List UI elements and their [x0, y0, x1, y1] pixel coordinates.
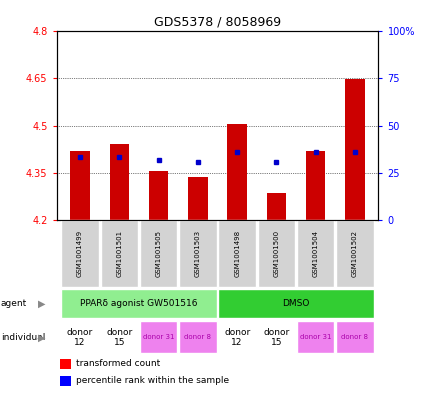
Bar	[218, 289, 373, 318]
Bar	[335, 321, 373, 353]
Text: donor 31: donor 31	[299, 334, 331, 340]
Text: agent: agent	[1, 299, 27, 308]
Bar	[61, 289, 216, 318]
Bar	[257, 321, 295, 353]
Text: donor 8: donor 8	[341, 334, 368, 340]
Bar	[296, 321, 334, 353]
Bar	[139, 220, 177, 287]
Bar	[109, 144, 129, 220]
Bar	[70, 151, 90, 220]
Bar	[148, 171, 168, 220]
Bar	[139, 321, 177, 353]
Text: donor 31: donor 31	[142, 334, 174, 340]
Bar	[179, 321, 216, 353]
Bar	[257, 220, 295, 287]
Bar	[227, 124, 247, 220]
Bar	[61, 220, 99, 287]
Text: GSM1001504: GSM1001504	[312, 230, 318, 277]
Text: ▶: ▶	[38, 332, 45, 342]
Text: ▶: ▶	[38, 298, 45, 309]
Text: GSM1001499: GSM1001499	[77, 230, 83, 277]
Bar	[59, 358, 71, 369]
Text: GSM1001505: GSM1001505	[155, 230, 161, 277]
Bar	[266, 193, 286, 220]
Text: GSM1001498: GSM1001498	[233, 230, 240, 277]
Bar	[218, 321, 255, 353]
Bar	[335, 220, 373, 287]
Bar	[59, 376, 71, 386]
Text: PPARδ agonist GW501516: PPARδ agonist GW501516	[80, 299, 197, 308]
Text: percentile rank within the sample: percentile rank within the sample	[76, 376, 228, 386]
Bar	[344, 79, 364, 220]
Bar	[187, 177, 207, 220]
Text: donor 8: donor 8	[184, 334, 211, 340]
Bar	[100, 220, 138, 287]
Text: donor
15: donor 15	[106, 328, 132, 347]
Text: GSM1001500: GSM1001500	[273, 230, 279, 277]
Text: DMSO: DMSO	[282, 299, 309, 308]
Text: GSM1001503: GSM1001503	[194, 230, 201, 277]
Text: GSM1001502: GSM1001502	[351, 230, 357, 277]
Bar	[305, 151, 325, 220]
Text: transformed count: transformed count	[76, 360, 160, 369]
Text: donor
12: donor 12	[224, 328, 250, 347]
Bar	[61, 321, 99, 353]
Title: GDS5378 / 8058969: GDS5378 / 8058969	[154, 16, 280, 29]
Bar	[179, 220, 216, 287]
Text: donor
15: donor 15	[263, 328, 289, 347]
Bar	[296, 220, 334, 287]
Text: GSM1001501: GSM1001501	[116, 230, 122, 277]
Text: donor
12: donor 12	[67, 328, 93, 347]
Text: individual: individual	[1, 333, 45, 342]
Bar	[218, 220, 255, 287]
Bar	[100, 321, 138, 353]
